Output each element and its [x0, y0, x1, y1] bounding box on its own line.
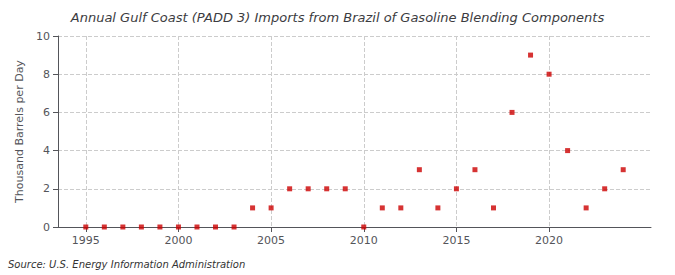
svg-text:2010: 2010: [350, 234, 378, 247]
svg-text:2: 2: [43, 182, 50, 195]
svg-text:2005: 2005: [257, 234, 285, 247]
svg-text:1995: 1995: [72, 234, 100, 247]
svg-text:0: 0: [43, 221, 50, 234]
svg-text:2015: 2015: [442, 234, 470, 247]
svg-text:6: 6: [43, 106, 50, 119]
svg-text:2000: 2000: [164, 234, 192, 247]
svg-text:2020: 2020: [535, 234, 563, 247]
svg-text:10: 10: [36, 30, 50, 43]
svg-text:8: 8: [43, 68, 50, 81]
svg-text:Thousand Barrels per Day: Thousand Barrels per Day: [13, 60, 26, 204]
svg-text:Annual Gulf Coast (PADD 3) Imp: Annual Gulf Coast (PADD 3) Imports from …: [70, 10, 605, 25]
svg-text:Source: U.S. Energy Informatio: Source: U.S. Energy Information Administ…: [8, 259, 245, 270]
svg-text:4: 4: [43, 144, 50, 157]
